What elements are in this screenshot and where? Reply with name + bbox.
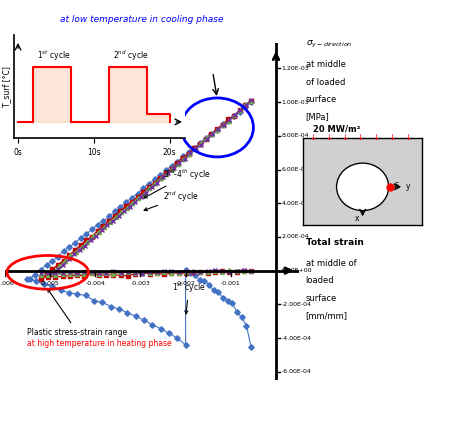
- Text: 6.00E-04: 6.00E-04: [282, 167, 309, 172]
- Text: -6.00E-04: -6.00E-04: [282, 369, 311, 374]
- Text: surface: surface: [306, 294, 337, 303]
- Text: 6: 6: [393, 182, 399, 191]
- Text: ↓: ↓: [404, 133, 411, 143]
- Text: 3$^{rd}$-4$^{th}$ cycle: 3$^{rd}$-4$^{th}$ cycle: [144, 168, 211, 198]
- Text: ↓: ↓: [325, 133, 332, 143]
- Text: -0.004: -0.004: [85, 281, 105, 286]
- Text: 1$^{st}$ cycle: 1$^{st}$ cycle: [172, 280, 206, 314]
- Text: 0.00E+00: 0.00E+00: [282, 268, 312, 273]
- Text: at high temperature in heating phase: at high temperature in heating phase: [27, 340, 172, 349]
- Text: ↓: ↓: [388, 133, 395, 143]
- Text: [MPa]: [MPa]: [306, 112, 329, 121]
- Text: of loaded: of loaded: [306, 78, 345, 87]
- Text: 20 MW/m²: 20 MW/m²: [313, 125, 360, 134]
- Text: 8.00E-04: 8.00E-04: [282, 133, 309, 138]
- Text: -0.002: -0.002: [176, 281, 196, 286]
- Text: at low temperature in cooling phase: at low temperature in cooling phase: [61, 15, 224, 24]
- Text: -0.006: -0.006: [0, 281, 15, 286]
- Text: ↓: ↓: [373, 133, 380, 143]
- Text: at middle: at middle: [306, 60, 346, 70]
- Text: 2$^{nd}$ cycle: 2$^{nd}$ cycle: [144, 190, 199, 211]
- Text: ↓: ↓: [341, 133, 348, 143]
- Text: [mm/mm]: [mm/mm]: [306, 311, 348, 320]
- Text: 2.00E-04: 2.00E-04: [282, 235, 309, 239]
- Text: Total strain: Total strain: [306, 238, 364, 247]
- Text: 1.00E-03: 1.00E-03: [282, 100, 309, 105]
- Text: ↓: ↓: [310, 133, 316, 143]
- Text: Plastic stress-strain range: Plastic stress-strain range: [27, 289, 128, 337]
- Text: surface: surface: [306, 95, 337, 104]
- Text: at middle of: at middle of: [306, 259, 356, 268]
- Text: -4.00E-04: -4.00E-04: [282, 336, 311, 340]
- Text: 1$^{st}$ cycle: 1$^{st}$ cycle: [37, 49, 71, 63]
- Circle shape: [337, 163, 389, 211]
- Text: 1.20E-03: 1.20E-03: [282, 66, 309, 71]
- Text: y: y: [405, 182, 410, 191]
- Y-axis label: T_surf [°C]: T_surf [°C]: [2, 66, 11, 107]
- Text: -0.001: -0.001: [221, 281, 241, 286]
- Text: -0.003: -0.003: [130, 281, 150, 286]
- Text: 4.00E-04: 4.00E-04: [282, 201, 309, 206]
- Text: -2.00E-04: -2.00E-04: [282, 302, 311, 307]
- Text: loaded: loaded: [306, 276, 334, 286]
- Text: ↓: ↓: [357, 133, 364, 143]
- Text: 2$^{nd}$ cycle: 2$^{nd}$ cycle: [113, 49, 148, 63]
- Text: $\sigma_{y-direction}$: $\sigma_{y-direction}$: [306, 39, 352, 50]
- Text: x: x: [355, 214, 359, 223]
- Text: -0.005: -0.005: [40, 281, 60, 286]
